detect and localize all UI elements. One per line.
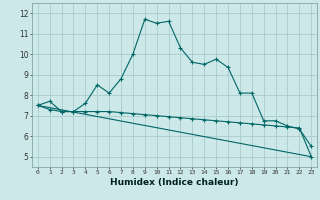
X-axis label: Humidex (Indice chaleur): Humidex (Indice chaleur) xyxy=(110,178,239,187)
